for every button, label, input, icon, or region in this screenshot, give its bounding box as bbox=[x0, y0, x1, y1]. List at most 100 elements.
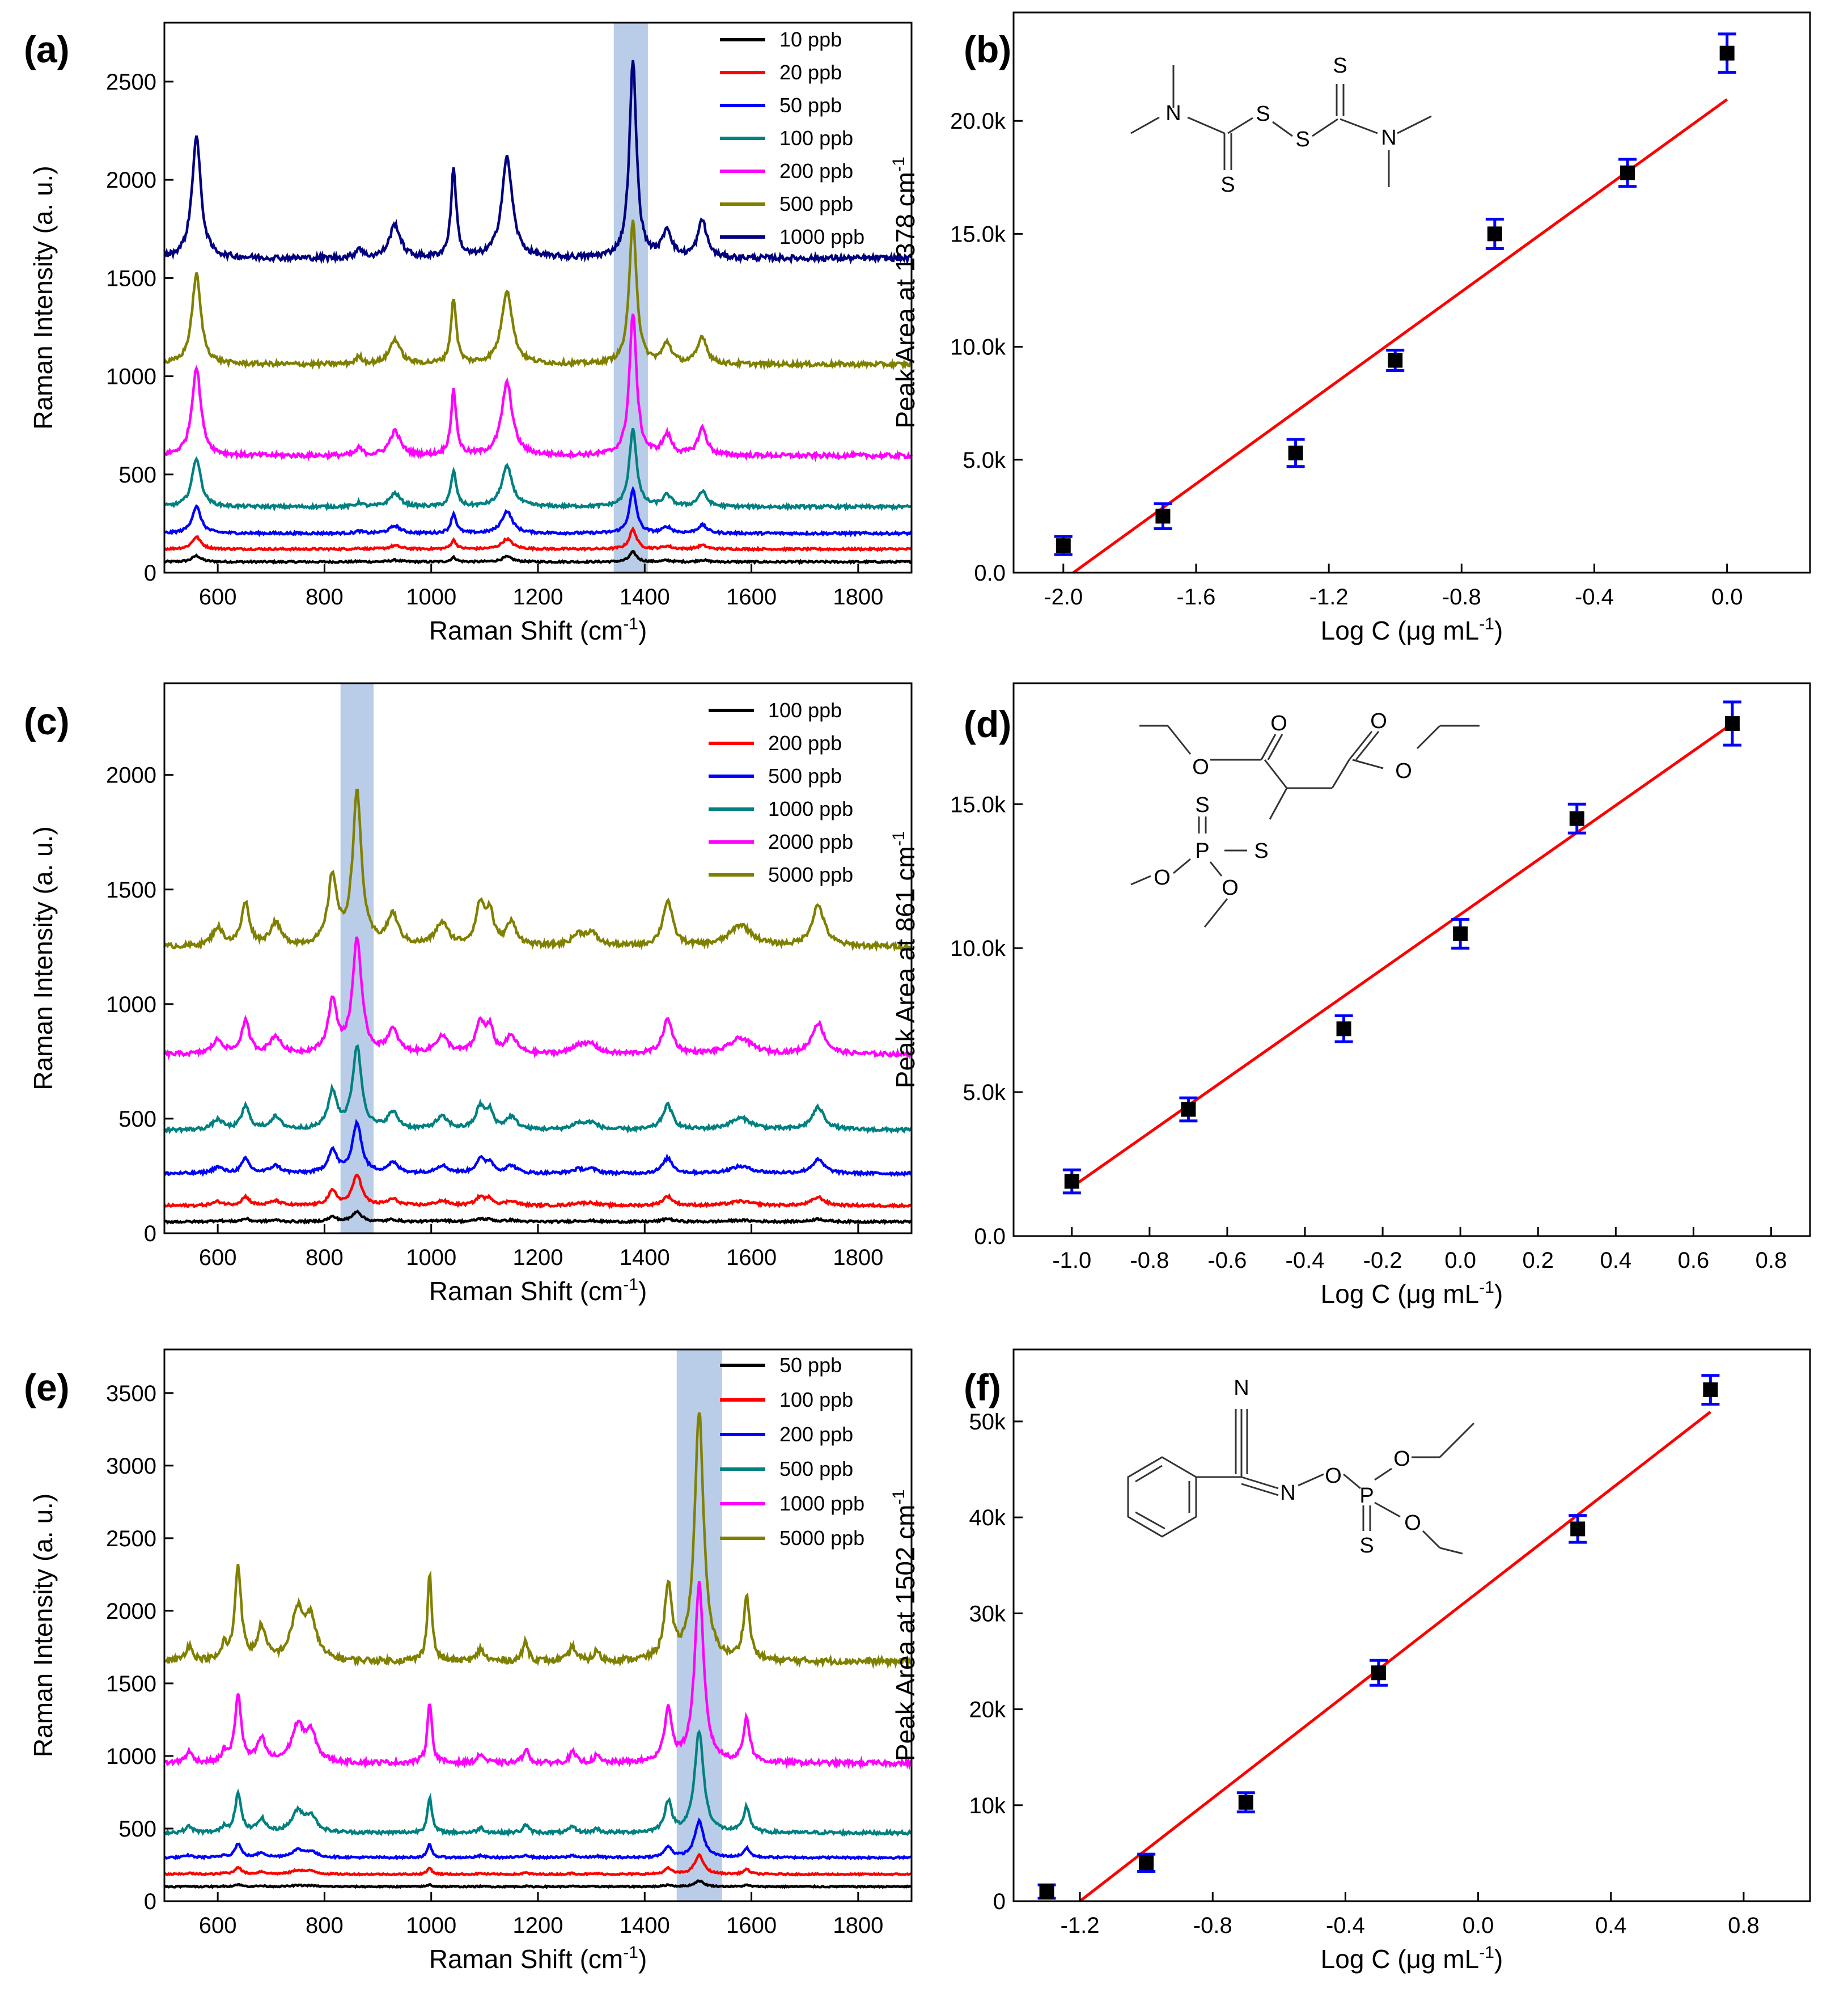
data-point bbox=[1724, 716, 1740, 731]
x-axis-label-tail: ) bbox=[1494, 1279, 1503, 1309]
atom-label: O bbox=[1222, 876, 1239, 900]
x-tick-label: 1200 bbox=[513, 585, 563, 610]
spectrum-line-50-ppb bbox=[164, 1878, 912, 1889]
x-tick-label: 0.2 bbox=[1522, 1248, 1554, 1273]
y-axis-label-text: Raman Intensity (a. u.) bbox=[28, 1493, 58, 1757]
x-tick-label: 1800 bbox=[833, 1913, 883, 1938]
x-tick-label: 1800 bbox=[833, 1245, 883, 1270]
y-tick-label: 3500 bbox=[106, 1381, 156, 1406]
x-axis-label-sup: -1 bbox=[1479, 615, 1494, 633]
y-axis-label: Raman Intensity (a. u.) bbox=[28, 166, 58, 429]
spectrum-line-200-ppb bbox=[164, 1817, 912, 1861]
atom-label: O bbox=[1192, 755, 1209, 779]
fit-line bbox=[1071, 722, 1733, 1188]
x-axis-label-text: Raman Shift (cm bbox=[429, 1276, 624, 1306]
data-point bbox=[1139, 1855, 1154, 1871]
atom-label: O bbox=[1154, 866, 1171, 890]
x-tick-label: 1200 bbox=[513, 1913, 563, 1938]
y-tick-label: 2500 bbox=[106, 1526, 156, 1551]
atom-label: S bbox=[1359, 1534, 1374, 1558]
plot-frame bbox=[1012, 11, 1811, 574]
x-axis-label-text: Raman Shift (cm bbox=[429, 616, 624, 645]
y-tick-label: 500 bbox=[118, 1107, 156, 1132]
y-tick-label: 2500 bbox=[106, 70, 156, 95]
data-point bbox=[1453, 926, 1468, 941]
spectrum-line-2000-ppb bbox=[163, 936, 913, 1060]
y-tick-label: 5.0k bbox=[963, 448, 1006, 473]
y-tick-label: 10.0k bbox=[950, 936, 1006, 961]
x-axis-label-tail: ) bbox=[1494, 616, 1503, 645]
data-point bbox=[1056, 538, 1071, 553]
legend-label: 100 ppb bbox=[779, 1388, 853, 1411]
x-tick-label: 1600 bbox=[726, 1913, 777, 1938]
panel-label: (e) bbox=[24, 1366, 70, 1408]
y-tick-label: 20.0k bbox=[950, 109, 1006, 134]
x-tick-label: 0.4 bbox=[1600, 1248, 1632, 1273]
y-tick-label: 20k bbox=[969, 1698, 1006, 1723]
data-point bbox=[1570, 1521, 1586, 1537]
legend-label: 1000 ppb bbox=[779, 225, 864, 248]
y-tick-label: 1500 bbox=[106, 266, 156, 291]
atom-label: S bbox=[1256, 102, 1270, 126]
x-tick-label: 800 bbox=[306, 1913, 344, 1938]
x-tick-label: 600 bbox=[199, 1245, 237, 1270]
x-axis-label-tail: ) bbox=[1494, 1944, 1503, 1974]
x-tick-label: -0.4 bbox=[1575, 585, 1614, 610]
x-tick-label: 1200 bbox=[513, 1245, 563, 1270]
y-axis-label-sup: -1 bbox=[889, 156, 908, 172]
molecule-labels-d: O O O O S P S O O bbox=[1154, 709, 1412, 900]
legend-label: 1000 ppb bbox=[779, 1492, 864, 1515]
x-axis-label-sup: -1 bbox=[1479, 1943, 1494, 1962]
x-axis-label: Log C (μg mL-1) bbox=[1321, 615, 1503, 645]
y-tick-label: 0.0 bbox=[974, 561, 1006, 586]
y-tick-label: 40k bbox=[969, 1505, 1006, 1530]
x-tick-label: -0.6 bbox=[1207, 1248, 1247, 1273]
legend-label: 20 ppb bbox=[779, 61, 842, 84]
plot-frame bbox=[1012, 682, 1811, 1237]
x-tick-label: -2.0 bbox=[1044, 585, 1083, 610]
panel-d: -1.0 -0.8 -0.6 -0.4 -0.2 0.0 0.2 0.4 0.6 0.8 0.0 5.… bbox=[889, 682, 1811, 1309]
x-axis-label: Raman Shift (cm-1) bbox=[429, 615, 647, 645]
atom-label: N bbox=[1381, 126, 1396, 150]
plot-frame bbox=[1012, 1348, 1811, 1902]
x-tick-label: -0.8 bbox=[1442, 585, 1481, 610]
x-tick-label: -0.2 bbox=[1363, 1248, 1402, 1273]
data-point bbox=[1569, 811, 1584, 826]
data-point bbox=[1371, 1665, 1386, 1681]
x-axis-label-tail: ) bbox=[638, 1276, 647, 1306]
x-axis-label-tail: ) bbox=[638, 616, 647, 645]
atom-label: O bbox=[1270, 712, 1287, 735]
y-axis-label: Raman Intensity (a. u.) bbox=[28, 1493, 58, 1757]
x-tick-label: -0.8 bbox=[1130, 1248, 1169, 1273]
atom-label: N bbox=[1280, 1481, 1295, 1505]
x-tick-label: 1400 bbox=[620, 585, 670, 610]
x-tick-label: -0.4 bbox=[1326, 1913, 1365, 1938]
atom-label: N bbox=[1165, 101, 1181, 125]
legend-label: 1000 ppb bbox=[768, 797, 853, 820]
x-tick-label: 1600 bbox=[726, 585, 777, 610]
legend-label: 50 ppb bbox=[779, 94, 842, 117]
atom-label: O bbox=[1325, 1464, 1342, 1488]
y-tick-label: 1500 bbox=[106, 878, 156, 903]
legend: 100 ppb 200 ppb 500 ppb 1000 ppb 2000 ppb 500… bbox=[709, 699, 853, 886]
y-axis-label: Raman Intensity (a. u.) bbox=[28, 826, 58, 1090]
y-tick-label: 1000 bbox=[106, 992, 156, 1017]
x-axis-label-text: Log C (μg mL bbox=[1321, 1279, 1480, 1309]
atom-label: S bbox=[1195, 793, 1209, 817]
spectrum-line-5000-ppb bbox=[163, 789, 912, 953]
x-tick-label: -0.8 bbox=[1193, 1913, 1232, 1938]
spectrum-line-1000-ppb bbox=[163, 1044, 913, 1135]
molecule-structure-phoxim bbox=[1127, 1409, 1475, 1555]
y-axis-label: Peak Area at 861 cm-1 bbox=[889, 831, 920, 1089]
y-tick-label: 2000 bbox=[106, 763, 156, 788]
data-point bbox=[1155, 509, 1171, 524]
atom-label: O bbox=[1393, 1447, 1410, 1471]
legend-label: 200 ppb bbox=[779, 159, 853, 183]
data-point bbox=[1620, 165, 1635, 180]
y-axis-label-sup: -1 bbox=[889, 831, 908, 847]
y-tick-label: 1000 bbox=[106, 365, 156, 390]
spectrum-line-500-ppb bbox=[163, 1119, 913, 1178]
x-tick-label: 0.0 bbox=[1463, 1913, 1494, 1938]
fit-line bbox=[1072, 98, 1728, 574]
